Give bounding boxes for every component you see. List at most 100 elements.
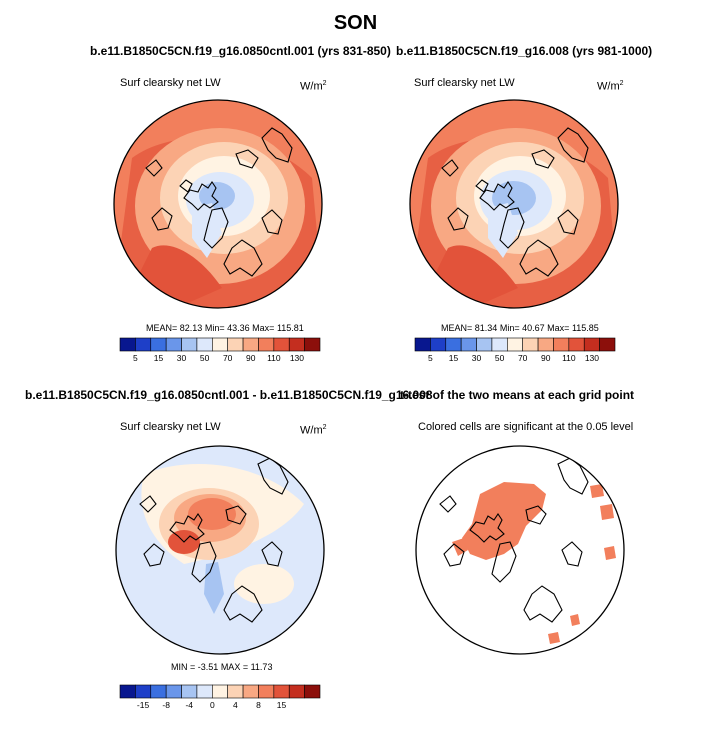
colorbar-cell [119,337,136,352]
colorbar-cell [460,337,477,352]
panel-3-min-label: MIN = [171,662,196,672]
panel-2-title: b.e11.B1850C5CN.f19_g16.008 (yrs 981-100… [396,44,653,58]
panel-4-sig-region-right2 [600,504,614,520]
colorbar-tick-label: 70 [518,353,528,363]
colorbar-cell [196,337,213,352]
colorbar-tick-label: 130 [585,353,599,363]
colorbar-cell [553,337,570,352]
colorbar-tick-label: 90 [246,353,256,363]
panel-2-coastlines [441,127,589,277]
colorbar-cell [181,337,198,352]
panel-4-sig-region-right1 [590,484,604,498]
panel-2-map [409,99,619,309]
colorbar-tick-label: 5 [133,353,138,363]
panel-3-units-sup: 2 [322,424,327,431]
panel-1-min-value: 43.36 [227,323,250,333]
panel-3-map [115,445,325,655]
panel-1-max-label: Max= [252,323,275,333]
colorbar-cell [599,337,616,352]
panel-1-field-coldest [199,182,235,210]
panel-2-min-value: 40.67 [522,323,545,333]
colorbar-cell [119,684,136,699]
panel-2-units-sup: 2 [619,80,624,87]
panel-3-field-warm3 [188,498,236,530]
colorbar-cell [288,684,305,699]
colorbar-cell [212,337,228,352]
page-title: SON [333,12,378,34]
colorbar-tick-label: 50 [200,353,210,363]
panel-3-max-value: 11.73 [250,662,273,672]
colorbar-cell [196,684,213,699]
colorbar-cell [507,337,523,352]
panel-1-max-value: 115.81 [276,323,304,333]
panel-2-max-value: 115.85 [571,323,599,333]
colorbar-cell [150,684,167,699]
panel-2-max-label: Max= [547,323,570,333]
colorbar-cell [537,337,554,352]
panel-1-map [113,99,323,309]
panel-4-sig-region-south2 [570,614,580,626]
panel-1-units: W/m2 [300,80,327,93]
panel-2-field-greenland [488,203,518,258]
colorbar-tick-label: 130 [290,353,304,363]
panel-1-units-text: W/m [300,80,323,93]
colorbar-cell [304,684,321,699]
colorbar-cell [304,337,321,352]
panel-4-title: t-test of the two means at each grid poi… [400,388,635,402]
colorbar-cell [288,337,305,352]
panel-2-mean-value: 81.34 [474,323,498,333]
colorbar-cell [165,684,182,699]
panel-1-mean-value: 82.13 [179,323,203,333]
panel-2-mean-label: MEAN= [441,323,473,333]
panel-1-stats: MEAN= 82.13 Min= 43.36 Max= 115.81 [146,323,304,333]
colorbar-cell [150,337,167,352]
panel-2-map-border [409,99,619,309]
panel-3-colorbar: -15 -8 -4 0 4 8 15 [119,684,321,710]
panel-3-field-cold-streak [204,562,224,614]
colorbar-cell [258,337,275,352]
colorbar-tick-label: 70 [223,353,233,363]
panel-4-sig-region-right3 [604,546,616,560]
panel-1-field-greenland [192,203,222,258]
colorbar-tick-label: 15 [154,353,164,363]
colorbar-tick-label: 0 [210,700,215,710]
colorbar-cell [165,337,182,352]
colorbar-cell [135,684,152,699]
colorbar-cell [522,337,539,352]
panel-3-max-label: MAX = [220,662,249,672]
panel-1-coastlines [145,127,293,277]
panel-1-colorbar: 5 15 30 50 70 90 110 130 [119,337,321,363]
panel-4-map [415,445,625,655]
panel-2-colorbar: 5 15 30 50 70 90 110 130 [414,337,616,363]
panel-4-map-border [415,445,625,655]
colorbar-tick-label: -8 [162,700,170,710]
colorbar-tick-label: -15 [137,700,150,710]
colorbar-tick-label: -4 [185,700,193,710]
panel-1-title: b.e11.B1850C5CN.f19_g16.0850cntl.001 (yr… [90,44,391,58]
panel-3-map-border [115,445,325,655]
colorbar-cell [568,337,585,352]
colorbar-tick-label: 8 [256,700,261,710]
colorbar-cell [414,337,431,352]
colorbar-tick-label: 4 [233,700,238,710]
panel-4-field-base [416,446,624,654]
colorbar-tick-label: 15 [449,353,459,363]
panel-3-min-value: -3.51 [197,662,219,672]
colorbar-cell [227,337,244,352]
panel-2-units-text: W/m [597,80,620,93]
panel-3-variable-label: Surf clearsky net LW [120,421,221,433]
panel-1-map-border [113,99,323,309]
panel-4-variable-label: Colored cells are significant at the 0.0… [418,421,634,433]
colorbar-cell [181,684,198,699]
colorbar-tick-label: 50 [495,353,505,363]
colorbar-cell [273,684,290,699]
panel-2-min-label: Min= [499,323,520,333]
panel-3-title: b.e11.B1850C5CN.f19_g16.0850cntl.001 - b… [25,388,433,402]
colorbar-tick-label: 90 [541,353,551,363]
panel-2-units: W/m2 [597,80,624,93]
colorbar-tick-label: 5 [428,353,433,363]
colorbar-tick-label: 15 [277,700,287,710]
colorbar-cell [583,337,600,352]
colorbar-cell [227,684,244,699]
colorbar-tick-label: 30 [472,353,482,363]
